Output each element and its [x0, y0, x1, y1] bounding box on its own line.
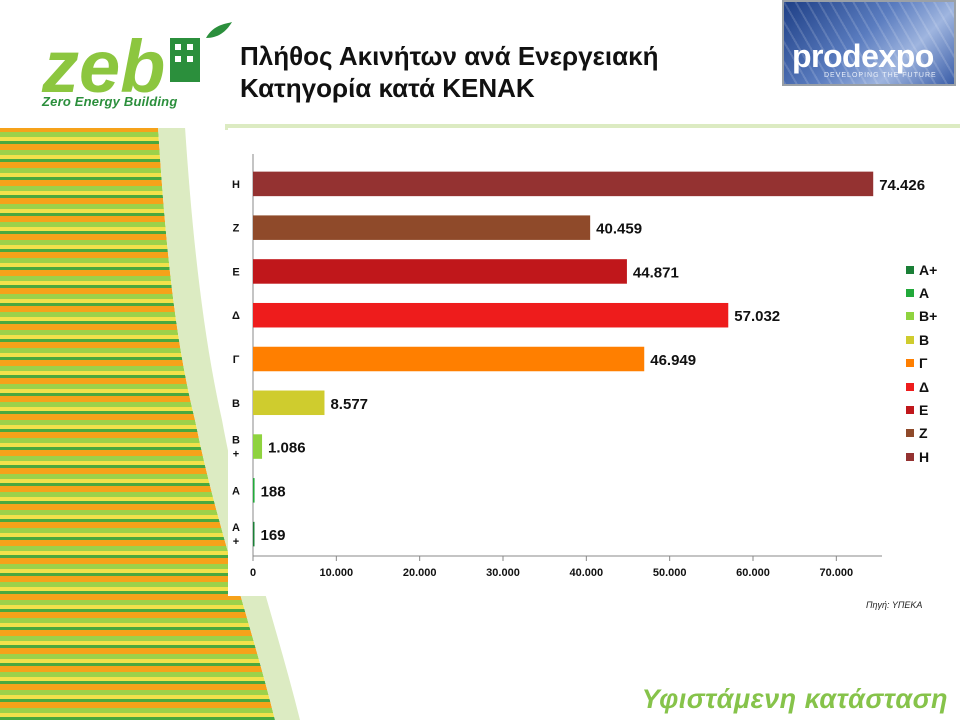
bar-chart: 0 10.000 20.000 30.000 40.000 50.000 60.000 70.…: [232, 154, 925, 579]
category-label: Ε: [232, 266, 239, 278]
data-label: 40.459: [596, 221, 642, 238]
data-label: 44.871: [633, 264, 679, 281]
bar: [253, 171, 874, 197]
legend-item: Η: [906, 445, 937, 468]
bar: [253, 390, 325, 416]
bar: [253, 259, 627, 284]
legend-label: Δ: [919, 378, 930, 395]
slide-title-line-1: Πλήθος Ακινήτων ανά Ενεργειακή: [240, 41, 659, 71]
legend-swatch: [906, 335, 914, 344]
legend-item: Β+: [906, 305, 937, 328]
slide-title-line-2: Κατηγορία κατά ΚΕΝΑΚ: [240, 73, 535, 103]
data-label: 169: [261, 527, 286, 544]
legend-swatch: [906, 382, 914, 391]
source-note: Πηγή: ΥΠΕΚΑ: [866, 600, 923, 610]
bar: [253, 434, 263, 459]
category-label: Α: [232, 485, 240, 497]
legend-swatch: [906, 265, 914, 274]
legend-swatch: [906, 406, 914, 415]
x-tick-label: 70.000: [820, 567, 854, 579]
legend-item: Ε: [906, 398, 937, 421]
bar: [253, 215, 591, 240]
category-label: Β +: [232, 435, 240, 461]
data-label: 188: [261, 483, 286, 500]
legend-swatch: [906, 429, 914, 438]
x-tick-label: 20.000: [403, 567, 437, 579]
category-label: Β: [232, 398, 240, 410]
legend-label: Β: [919, 331, 930, 348]
legend-item: Α+: [906, 258, 937, 281]
prodexpo-logo: prodexpo DEVELOPING THE FUTURE: [782, 0, 956, 86]
legend-swatch: [906, 289, 914, 298]
x-tick-label: 60.000: [736, 567, 770, 579]
legend-item: Β: [906, 328, 937, 351]
bar: [253, 521, 255, 547]
legend-label: Β+: [919, 308, 938, 325]
legend-swatch: [906, 312, 914, 321]
category-label: Γ: [233, 354, 240, 366]
zeb-logo: zeb: [41, 22, 232, 108]
data-label: 1.086: [268, 440, 306, 457]
data-label: 74.426: [879, 177, 925, 194]
category-label: Α +: [232, 522, 240, 548]
legend-item: Α: [906, 281, 937, 304]
legend-item: Γ: [906, 352, 937, 375]
prodexpo-tagline: DEVELOPING THE FUTURE: [824, 72, 937, 79]
x-tick-label: 0: [250, 567, 256, 579]
category-label: Η: [232, 179, 240, 191]
chart-legend: Α+ Α Β+ Β Γ Δ Ε Ζ Η: [906, 258, 937, 469]
chart-area: 0 10.000 20.000 30.000 40.000 50.000 60.000 70.…: [228, 128, 960, 596]
bar: [253, 346, 645, 372]
legend-label: Α+: [919, 261, 938, 278]
legend-label: Ζ: [919, 425, 928, 442]
legend-label: Γ: [919, 355, 928, 372]
legend-swatch: [906, 359, 914, 368]
category-label: Ζ: [233, 223, 240, 235]
footer-caption: Υφιστάμενη κατάσταση: [641, 684, 948, 714]
zeb-logo-mark: zeb: [41, 25, 165, 108]
x-tick-label: 40.000: [570, 567, 604, 579]
legend-label: Ε: [919, 402, 929, 419]
building-facade-icon: [784, 2, 954, 84]
prodexpo-name: prodexpo: [792, 38, 934, 74]
x-tick-label: 10.000: [320, 567, 354, 579]
bar: [253, 478, 255, 503]
legend-label: Α: [919, 285, 930, 302]
zeb-subtitle: Zero Energy Building: [42, 94, 178, 109]
x-tick-label: 30.000: [486, 567, 520, 579]
data-label: 57.032: [734, 308, 780, 325]
legend-swatch: [906, 452, 914, 461]
x-tick-label: 50.000: [653, 567, 687, 579]
building-icon: [170, 38, 200, 82]
slide-title: Πλήθος Ακινήτων ανά Ενεργειακή Κατηγορία…: [240, 40, 760, 104]
bar: [253, 302, 729, 328]
leaf-icon: [206, 22, 232, 38]
data-label: 8.577: [330, 396, 368, 413]
data-label: 46.949: [650, 352, 696, 369]
category-label: Δ: [232, 310, 240, 322]
legend-label: Η: [919, 448, 930, 465]
legend-item: Δ: [906, 375, 937, 398]
legend-item: Ζ: [906, 422, 937, 445]
header-divider: [225, 124, 960, 130]
